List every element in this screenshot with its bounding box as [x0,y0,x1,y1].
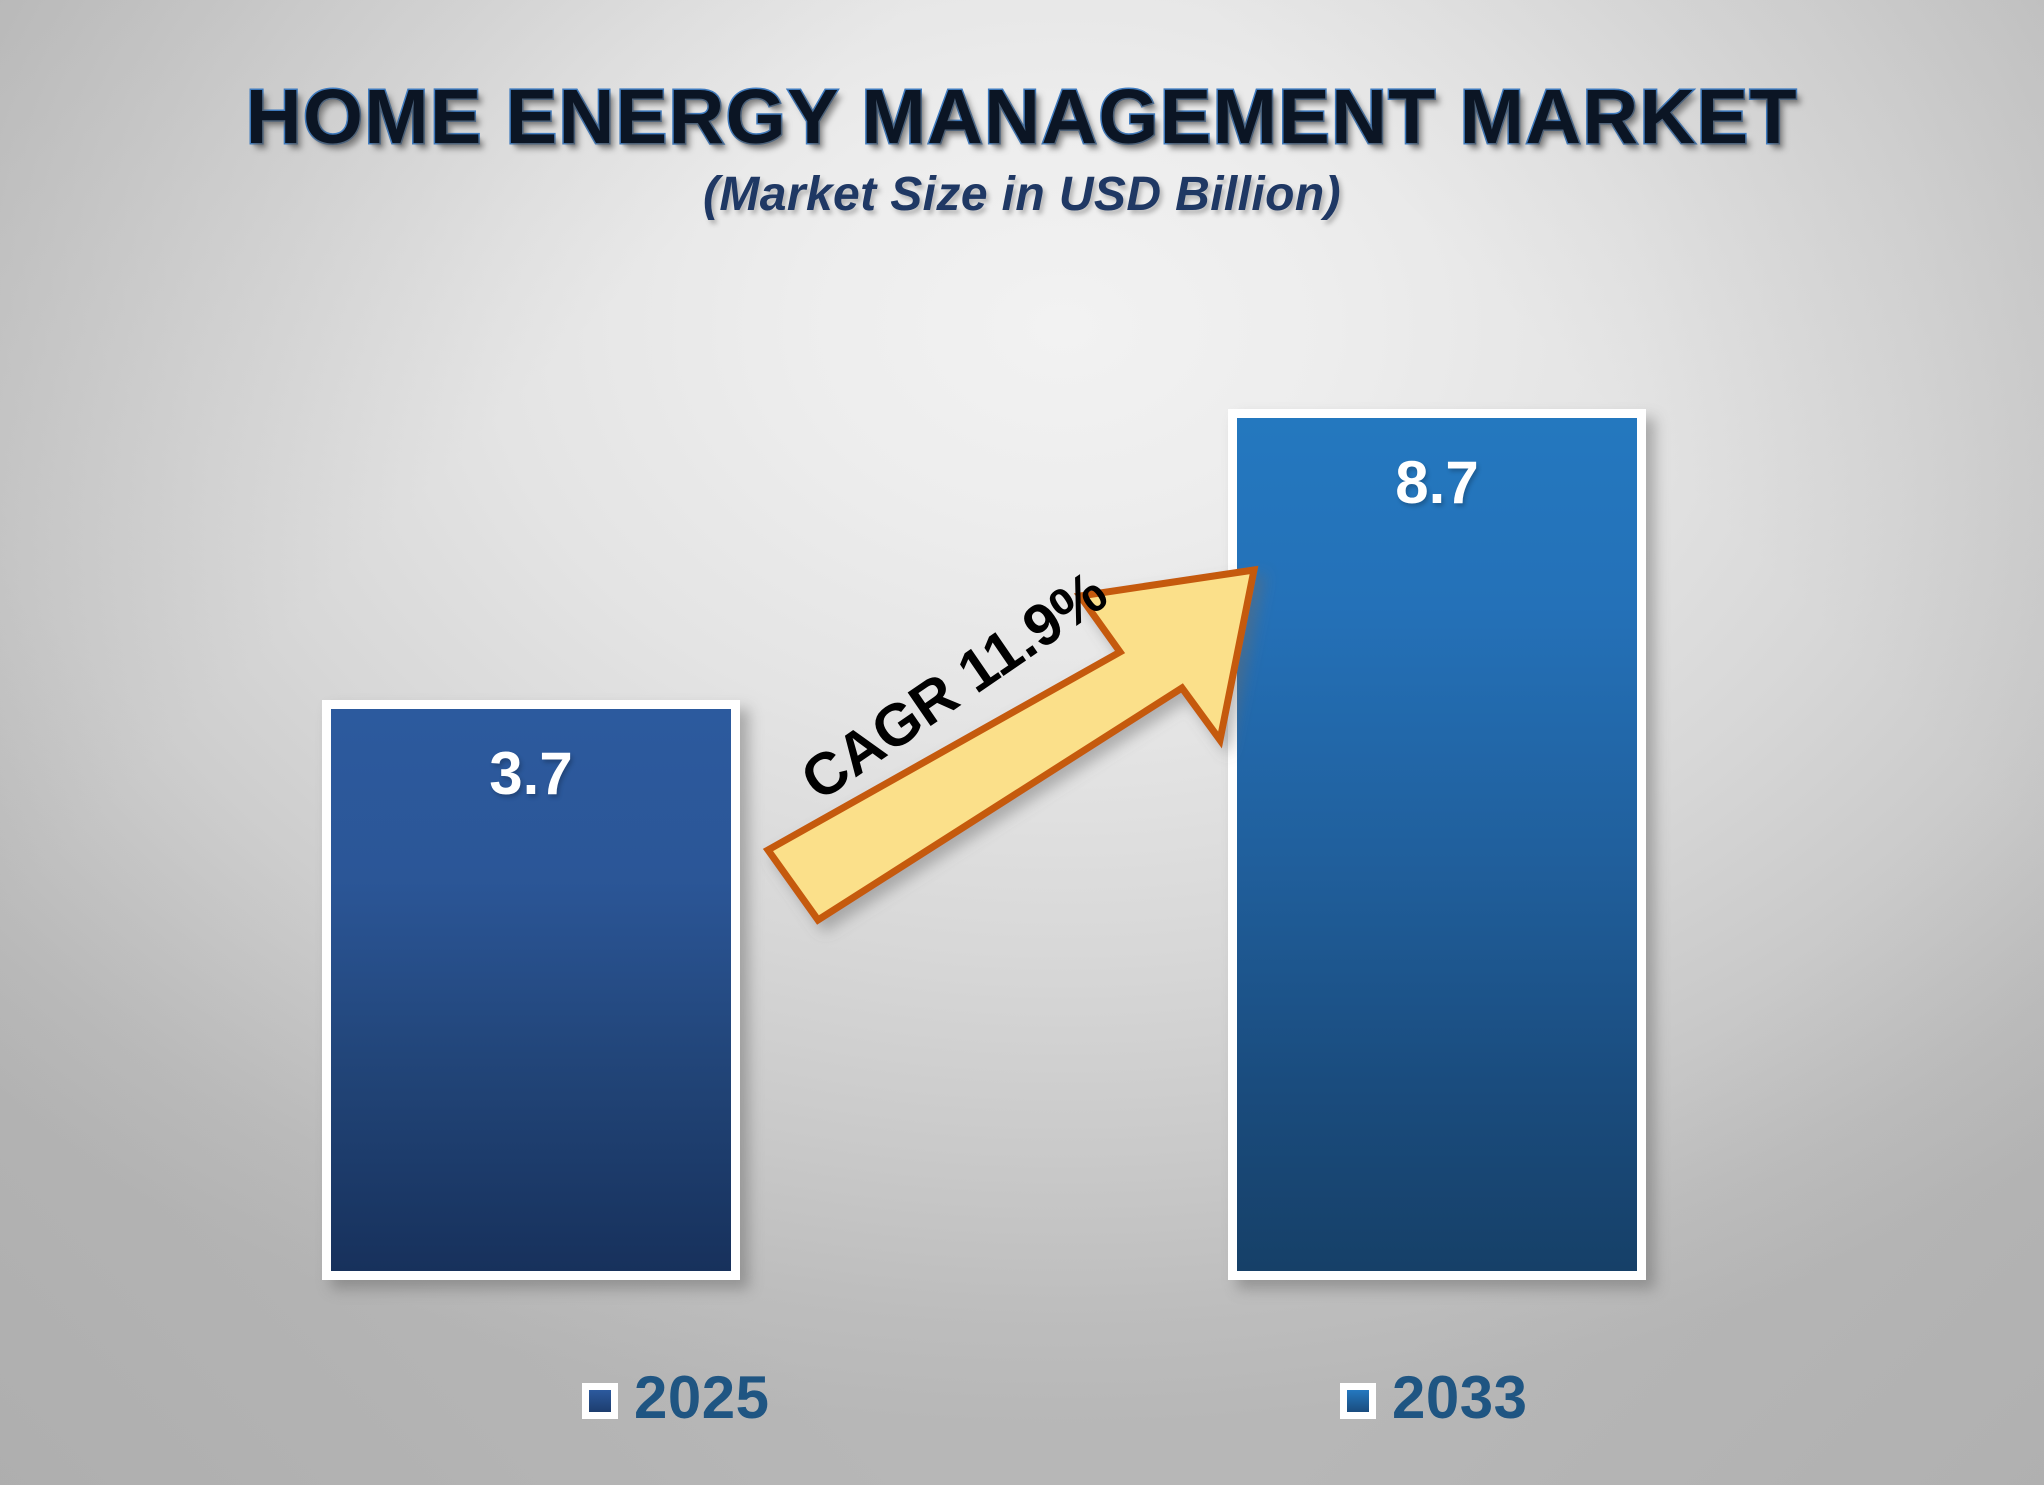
bar-2033[interactable]: 8.7 [1228,409,1646,1280]
legend-label-2033: 2033 [1392,1364,1528,1431]
legend: 2025 2033 [0,1368,2044,1458]
bar-2033-fill [1237,418,1637,1271]
bar-2033-value-label: 8.7 [1395,449,1479,516]
legend-item-2025[interactable]: 2025 [582,1368,769,1428]
bar-2025-value-label: 3.7 [489,740,573,807]
bar-2025[interactable]: 3.7 [322,700,740,1280]
bar-2025-fill [331,709,731,1271]
legend-label-2025: 2025 [634,1364,770,1431]
legend-swatch-2033-icon [1340,1383,1376,1419]
legend-swatch-2025-icon [582,1383,618,1419]
legend-item-2033[interactable]: 2033 [1340,1368,1527,1428]
